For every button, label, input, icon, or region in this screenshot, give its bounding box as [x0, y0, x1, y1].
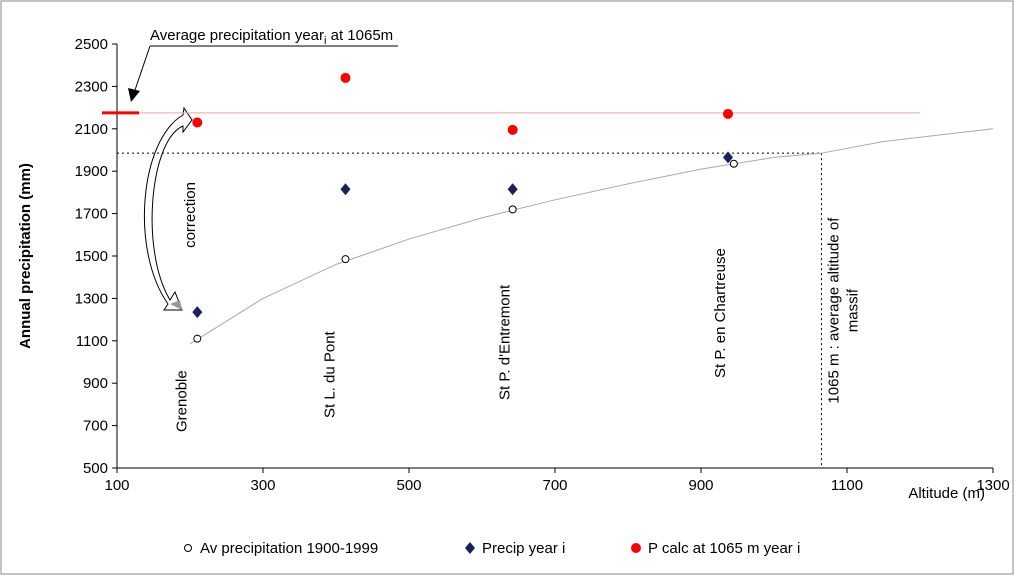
station-label: Grenoble — [173, 370, 190, 432]
station-label: St P. d'Entremont — [497, 284, 514, 400]
trendline — [189, 128, 994, 345]
y-tick-label: 1500 — [75, 248, 108, 265]
y-tick-label: 1100 — [76, 333, 108, 350]
point — [192, 306, 203, 319]
y-tick-label: 500 — [83, 460, 108, 477]
point — [723, 108, 734, 119]
legend-marker — [184, 544, 192, 552]
legend-label: Av precipitation 1900-1999 — [200, 540, 378, 557]
x-tick-label: 500 — [396, 477, 421, 494]
x-tick-label: 900 — [688, 477, 713, 494]
x-tick-label: 700 — [542, 477, 567, 494]
annotation-text: Average precipitation year — [150, 27, 324, 44]
y-tick-label: 1300 — [75, 290, 108, 307]
y-tick-label: 700 — [83, 418, 108, 435]
x-axis-label: Altitude (m) — [908, 485, 985, 502]
x-tick-label: 1100 — [831, 477, 863, 494]
station-label: St L. du Pont — [321, 330, 338, 418]
point — [341, 255, 350, 264]
y-tick-label: 1900 — [75, 163, 108, 180]
station-label: St P. en Chartreuse — [712, 248, 729, 378]
x-tick-label: 100 — [104, 477, 129, 494]
point — [507, 124, 518, 135]
point — [729, 159, 738, 168]
y-tick-label: 900 — [83, 375, 108, 392]
legend-marker — [465, 542, 475, 554]
y-tick-label: 2500 — [75, 36, 108, 53]
legend-label: P calc at 1065 m year i — [648, 540, 800, 557]
annotation-suffix: at 1065m — [326, 27, 393, 44]
point — [508, 205, 517, 214]
annotation-title: Average precipitation yeari at 1065m — [150, 27, 393, 47]
reference-label: massif — [844, 288, 861, 332]
point — [723, 151, 734, 164]
annotation-arrow — [134, 45, 151, 91]
y-tick-label: 2100 — [75, 121, 108, 138]
y-tick-label: 1700 — [75, 206, 108, 223]
x-tick-label: 1300 — [976, 477, 1009, 494]
point — [507, 183, 518, 196]
y-axis-label: Annual precipitation (mm) — [17, 163, 34, 349]
correction-arrow-tip — [170, 300, 182, 310]
point — [340, 72, 351, 83]
x-tick-label: 300 — [250, 477, 275, 494]
point — [193, 334, 202, 343]
legend-marker — [631, 543, 641, 553]
point — [192, 117, 203, 128]
point — [340, 183, 351, 196]
reference-label: 1065 m : average altitude of — [825, 217, 842, 404]
annotation-arrowhead — [128, 88, 140, 102]
correction-label: correction — [182, 182, 199, 248]
annotation-subscript: i — [324, 35, 326, 47]
y-tick-label: 2300 — [75, 78, 108, 95]
legend-label: Precip year i — [482, 540, 565, 557]
